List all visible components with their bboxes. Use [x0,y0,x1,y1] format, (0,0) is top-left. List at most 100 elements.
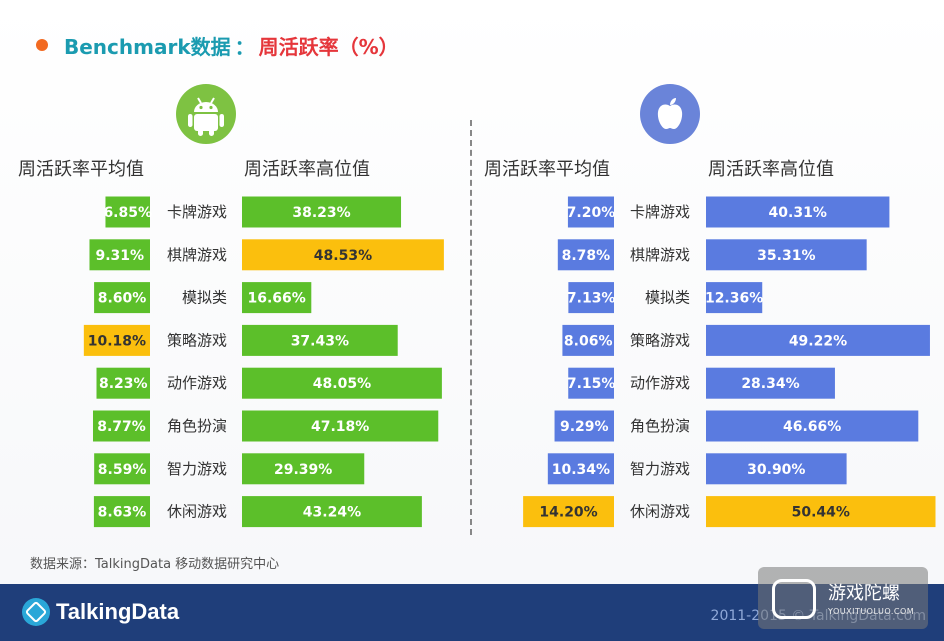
ios-avg-label-5: 9.29% [560,419,609,435]
ios-high-bar-4 [706,367,835,399]
ios-high-label-6: 30.90% [747,462,805,478]
data-source: 数据来源：TalkingData 移动数据研究中心 [30,557,280,572]
android-avg-label-4: 8.23% [99,376,148,392]
android-avg-bar-5 [92,410,150,442]
android-category-2: 模拟类 [182,289,227,307]
ios-high-label-1: 35.31% [757,248,815,264]
ios-avg-label-2: 7.13% [567,291,616,307]
android-category-4: 动作游戏 [167,374,227,392]
android-avg-bar-3 [83,324,150,356]
android-avg-label-0: 6.85% [103,205,152,221]
page-title: Benchmark数据 ： 周活跃率（%） [36,28,399,62]
android-avg-bar-4 [96,367,150,399]
android-high-bar-3 [242,324,398,356]
header-right-high: 周活跃率高位值 [708,159,834,180]
android-high-label-4: 48.05% [313,376,371,392]
android-high-bar-5 [242,410,439,442]
android-avg-bar-2 [94,282,150,314]
ios-avg-label-6: 10.34% [552,462,610,478]
android-high-label-7: 43.24% [303,505,361,521]
android-avg-label-1: 9.31% [95,248,144,264]
ios-avg-bar-5 [554,410,614,442]
android-avg-label-7: 8.63% [98,505,147,521]
ios-avg-bar-3 [562,324,614,356]
bullet-dot [36,39,48,51]
ios-high-label-2: 12.36% [705,291,763,307]
watermark-gyro-icon [772,579,816,619]
ios-category-0: 卡牌游戏 [630,203,690,221]
title-sub: 周活跃率（%） [258,34,399,59]
android-category-6: 智力游戏 [167,460,227,478]
ios-avg-label-3: 8.06% [564,333,613,349]
ios-high-bar-3 [706,324,930,356]
android-avg-label-6: 8.59% [98,462,147,478]
android-high-bar-6 [242,453,365,485]
brand-logo: TalkingData [22,598,179,626]
android-high-label-6: 29.39% [274,462,332,478]
ios-high-label-4: 28.34% [741,376,799,392]
android-high-label-0: 38.23% [292,205,350,221]
android-avg-bar-1 [89,239,150,271]
android-high-label-5: 47.18% [311,419,369,435]
ios-high-bar-0 [706,196,890,228]
android-high-bar-0 [242,196,402,228]
android-high-label-2: 16.66% [247,291,305,307]
android-high-bar-1 [242,239,444,271]
android-avg-bar-7 [93,496,150,528]
android-category-7: 休闲游戏 [167,503,227,521]
android-category-3: 策略游戏 [167,331,227,349]
android-icon [176,84,236,144]
ios-avg-bar-2 [568,282,614,314]
ios-high-bar-6 [706,453,847,485]
ios-high-label-5: 46.66% [783,419,841,435]
ios-avg-label-4: 7.15% [567,376,616,392]
android-high-bar-2 [242,282,312,314]
header-left-high: 周活跃率高位值 [244,159,370,180]
ios-high-bar-7 [706,496,936,528]
ios-category-7: 休闲游戏 [630,503,690,521]
section-divider [470,120,472,535]
ios-avg-label-7: 14.20% [539,505,597,521]
ios-high-bar-1 [706,239,867,271]
ios-avg-bar-7 [523,496,614,528]
android-avg-label-5: 8.77% [97,419,146,435]
ios-category-1: 棋牌游戏 [630,246,690,264]
talkingdata-logo-icon [22,598,50,626]
android-avg-label-3: 10.18% [88,333,146,349]
ios-avg-label-0: 7.20% [567,205,616,221]
android-category-1: 棋牌游戏 [167,246,227,264]
android-avg-bar-0 [105,196,150,228]
ios-avg-bar-1 [557,239,614,271]
title-main: Benchmark数据 [64,34,231,59]
android-category-5: 角色扮演 [167,417,227,435]
android-high-label-1: 48.53% [314,248,372,264]
ios-category-5: 角色扮演 [630,417,690,435]
android-avg-label-2: 8.60% [98,291,147,307]
android-high-bar-7 [242,496,422,528]
ios-high-bar-5 [706,410,919,442]
ios-high-label-7: 50.44% [792,505,850,521]
ios-category-3: 策略游戏 [630,331,690,349]
apple-icon [640,84,700,144]
ios-avg-bar-0 [567,196,614,228]
watermark-name: 游戏陀螺 [828,583,900,604]
header-left-average: 周活跃率平均值 [18,159,144,180]
header-right-average: 周活跃率平均值 [484,159,610,180]
ios-category-2: 模拟类 [645,289,690,307]
ios-high-label-3: 49.22% [789,333,847,349]
title-separator: ： [234,34,255,59]
ios-high-bar-2 [706,282,763,314]
watermark-url: YOUXITUOLUO.COM [828,607,915,616]
android-high-bar-4 [242,367,442,399]
ios-category-6: 智力游戏 [630,460,690,478]
android-avg-bar-6 [94,453,150,485]
watermark: 游戏陀螺 YOUXITUOLUO.COM [758,567,928,629]
ios-category-4: 动作游戏 [630,374,690,392]
android-category-0: 卡牌游戏 [167,203,227,221]
android-high-label-3: 37.43% [291,333,349,349]
ios-avg-bar-4 [568,367,614,399]
ios-avg-label-1: 8.78% [562,248,611,264]
brand-name: TalkingData [56,599,180,624]
ios-high-label-0: 40.31% [769,205,827,221]
